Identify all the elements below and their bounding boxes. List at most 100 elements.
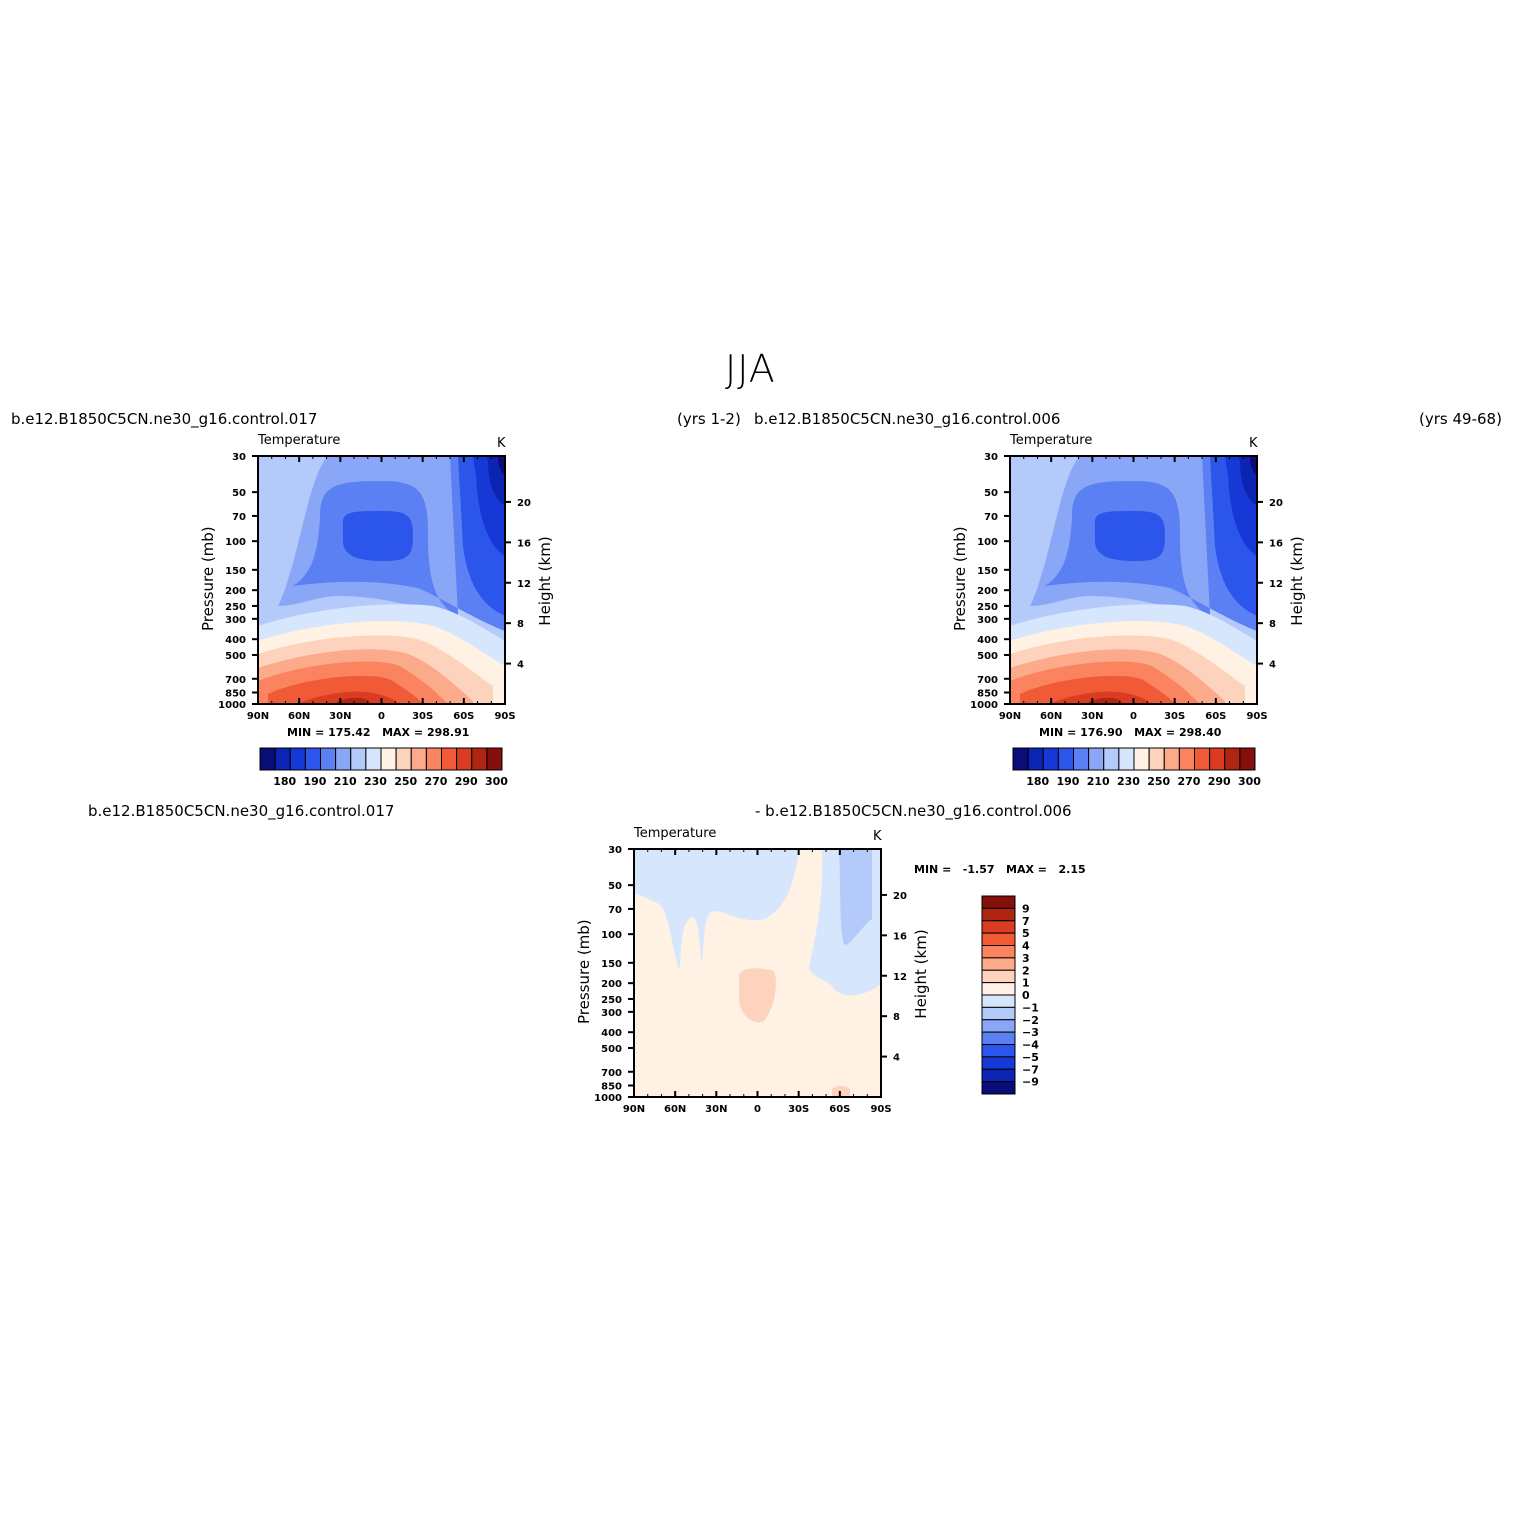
top-right-minmax: MIN = 176.90 MAX = 298.40 [1039,727,1221,738]
top-right-xtick-label: 30S [1164,711,1185,722]
top-right-colorbar-swatch [1133,747,1150,771]
top-left-contour-field [258,456,505,704]
top-left-xtick-label: 30N [329,711,351,722]
top-left-colorbar-label: 190 [303,775,326,788]
bottom-colorbar-swatch [981,920,1016,934]
bottom-ytick-right-label: 12 [893,972,907,983]
top-left-colorbar-label: 250 [394,775,417,788]
bottom-colorbar-swatch [981,994,1016,1008]
top-left-ytick-label: 700 [225,675,246,686]
top-left-ytick-label: 250 [225,602,246,613]
top-right-colorbar-swatch [1163,747,1180,771]
top-right-ytick-label: 850 [977,689,998,700]
bottom-colorbar-swatch [981,895,1016,909]
top-right-colorbar-label: 300 [1238,775,1261,788]
top-right-colorbar-label: 210 [1087,775,1110,788]
top-left-colorbar-swatch [320,747,337,771]
top-right-xtick-label: 0 [1130,711,1137,722]
top-right-colorbar-label: 290 [1208,775,1231,788]
top-left-ytick-label: 850 [225,689,246,700]
top-left-colorbar-label: 180 [273,775,296,788]
top-right-ytick-label: 150 [977,566,998,577]
top-right-ytick-label: 400 [977,635,998,646]
top-left-colorbar-swatch [456,747,473,771]
top-right-colorbar-label: 250 [1147,775,1170,788]
top-left-colorbar-swatch [350,747,367,771]
bottom-xtick-label: 30S [788,1104,809,1115]
top-right-min-label: MIN = [1039,726,1077,739]
top-right-colorbar-swatch [1148,747,1165,771]
bottom-case-a-label: b.e12.B1850C5CN.ne30_g16.control.017 [88,802,395,820]
top-left-max-value: 298.91 [426,726,470,739]
bottom-min-label: MIN = [914,863,952,876]
top-right-years-label: (yrs 49-68) [1419,410,1502,428]
top-right-ytick-label: 300 [977,615,998,626]
top-left-colorbar-swatch [365,747,382,771]
top-right-min-value: 176.90 [1080,726,1123,739]
bottom-colorbar-swatch [981,907,1016,922]
bottom-colorbar-label: −5 [1022,1051,1039,1064]
top-left-xtick-label: 0 [378,711,385,722]
top-left-ytick-right-label: 12 [517,579,531,590]
bottom-contour-field [634,849,881,1097]
bottom-colorbar-swatch [981,982,1016,996]
bottom-colorbar-label: −2 [1022,1014,1039,1027]
bottom-ytick-right-label: 8 [893,1012,900,1023]
top-left-ytick-right-label: 4 [517,660,524,671]
top-right-colorbar-swatch [1012,747,1029,771]
bottom-colorbar-swatch [981,1019,1016,1033]
bottom-variable: Temperature [634,826,717,841]
top-right-ytick-right-label: 16 [1269,538,1283,549]
top-left-ytick-label: 70 [232,512,246,523]
top-left-xtick-label: 60N [288,711,310,722]
bottom-case-b-label: - b.e12.B1850C5CN.ne30_g16.control.006 [755,802,1072,820]
top-left-colorbar-label: 230 [364,775,387,788]
top-left-ytick-label: 1000 [218,700,246,711]
top-right-ytick-label: 100 [977,537,998,548]
top-right-xtick-label: 30N [1081,711,1103,722]
bottom-xtick-label: 90S [870,1104,891,1115]
bottom-colorbar-label: 9 [1022,902,1030,915]
top-left-ytick-label: 150 [225,566,246,577]
top-right-variable: Temperature [1010,433,1093,448]
top-right-colorbar-label: 230 [1117,775,1140,788]
bottom-colorbar-swatch [981,932,1016,946]
top-left-years-label: (yrs 1-2) [677,410,741,428]
top-left-ytick-label: 400 [225,635,246,646]
top-left-ytick-right-label: 20 [517,498,531,509]
bottom-colorbar-label: −7 [1022,1063,1039,1076]
bottom-colorbar-label: −1 [1022,1001,1039,1014]
top-right-ytick-label: 250 [977,602,998,613]
bottom-xtick-label: 30N [705,1104,727,1115]
bottom-ytick-label: 1000 [594,1093,622,1104]
bottom-colorbar-label: 5 [1022,927,1030,940]
bottom-max-value: 2.15 [1058,863,1086,876]
top-left-min-value: 175.42 [328,726,371,739]
top-left-ytick-label: 200 [225,586,246,597]
top-right-colorbar-swatch [1042,747,1059,771]
top-right-ytick-right-label: 8 [1269,619,1276,630]
top-right-max-label: MAX = [1134,726,1176,739]
top-right-ytick-label: 200 [977,586,998,597]
top-left-colorbar-swatch [289,747,306,771]
top-right-colorbar-swatch [1088,747,1105,771]
top-left-case-label: b.e12.B1850C5CN.ne30_g16.control.017 [11,410,318,428]
top-right-ytick-right-label: 20 [1269,498,1283,509]
bottom-colorbar-swatch [981,1081,1016,1095]
bottom-ytick-label: 30 [608,845,622,856]
top-left-variable: Temperature [258,433,341,448]
top-right-max-value: 298.40 [1178,726,1222,739]
bottom-colorbar-label: −4 [1022,1039,1039,1052]
top-left-minmax: MIN = 175.42 MAX = 298.91 [287,727,469,738]
top-right-xtick-label: 60N [1040,711,1062,722]
bottom-ytick-label: 300 [601,1008,622,1019]
top-right-ytick-label: 500 [977,651,998,662]
bottom-ytick-label: 400 [601,1028,622,1039]
top-left-colorbar-swatch [274,747,291,771]
bottom-colorbar-label: 0 [1022,989,1030,1002]
top-left-min-label: MIN = [287,726,325,739]
top-right-colorbar-label: 270 [1177,775,1200,788]
top-right-xtick-label: 90N [999,711,1021,722]
top-right-ytick-right-label: 4 [1269,660,1276,671]
top-left-colorbar-swatch [471,747,488,771]
